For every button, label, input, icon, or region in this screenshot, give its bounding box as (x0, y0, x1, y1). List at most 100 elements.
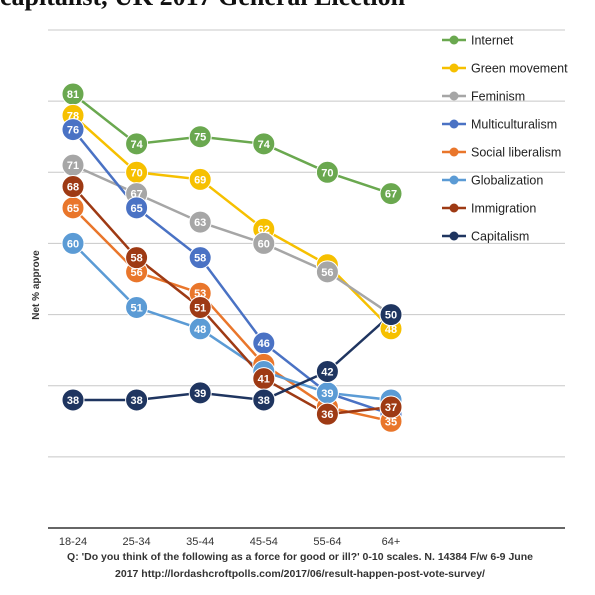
legend-item: Globalization (442, 174, 543, 188)
data-marker (125, 196, 149, 220)
data-point: 36 (315, 402, 339, 426)
legend-label: Internet (471, 34, 514, 48)
data-label: 39 (194, 388, 206, 400)
data-point: 63 (188, 210, 212, 234)
data-marker (188, 295, 212, 319)
legend-item: Green movement (442, 62, 568, 76)
data-label: 51 (194, 302, 206, 314)
series-line (72, 93, 392, 195)
legend-label: Social liberalism (471, 146, 561, 160)
legend-marker (449, 91, 459, 101)
legend-marker (449, 63, 459, 73)
data-point: 51 (188, 295, 212, 319)
data-point: 65 (125, 196, 149, 220)
data-label: 65 (67, 203, 79, 215)
data-point: 41 (252, 367, 276, 391)
legend-marker (449, 175, 459, 185)
data-point: 38 (125, 388, 149, 412)
legend-item: Immigration (442, 202, 536, 216)
data-marker (315, 160, 339, 184)
data-label: 38 (67, 395, 79, 407)
footer-source: 2017 http://lordashcroftpolls.com/2017/0… (115, 568, 485, 580)
data-label: 58 (130, 253, 142, 265)
data-point: 38 (61, 388, 85, 412)
data-label: 56 (130, 267, 142, 279)
series-points: 8174757470677870696257487167636056507665… (61, 82, 403, 433)
data-point: 70 (125, 160, 149, 184)
data-point: 71 (61, 153, 85, 177)
chart-title: capitalist, UK 2017 General Election (0, 0, 595, 12)
data-label: 63 (194, 217, 206, 229)
data-label: 37 (385, 402, 397, 414)
data-point: 48 (188, 317, 212, 341)
data-marker (188, 125, 212, 149)
data-marker (252, 388, 276, 412)
data-point: 74 (252, 132, 276, 156)
data-label: 48 (194, 324, 206, 336)
data-label: 70 (130, 167, 142, 179)
legend-marker (449, 119, 459, 129)
legend-label: Capitalism (471, 230, 529, 244)
data-marker (188, 381, 212, 405)
legend-item: Internet (442, 34, 514, 48)
data-label: 74 (258, 139, 271, 151)
data-point: 56 (315, 260, 339, 284)
data-marker (379, 395, 403, 419)
data-marker (188, 210, 212, 234)
data-point: 60 (252, 231, 276, 255)
x-tick-label: 35-44 (186, 536, 214, 548)
data-label: 75 (194, 132, 206, 144)
data-marker (61, 175, 85, 199)
data-label: 81 (67, 89, 79, 101)
data-point: 67 (379, 182, 403, 206)
data-point: 50 (379, 303, 403, 327)
data-label: 46 (258, 338, 270, 350)
data-label: 50 (385, 310, 397, 322)
gridlines (48, 29, 565, 529)
data-marker (315, 359, 339, 383)
data-point: 75 (188, 125, 212, 149)
data-marker (188, 246, 212, 270)
legend: Internet Green movement Feminism Multicultu… (442, 34, 568, 244)
data-marker (315, 402, 339, 426)
data-label: 70 (321, 167, 333, 179)
legend-marker (449, 203, 459, 213)
data-point: 51 (125, 295, 149, 319)
data-point: 46 (252, 331, 276, 355)
data-point: 74 (125, 132, 149, 156)
legend-label: Multiculturalism (471, 118, 557, 132)
data-marker (315, 260, 339, 284)
data-label: 76 (67, 125, 79, 137)
series-line (72, 114, 392, 330)
data-point: 70 (315, 160, 339, 184)
data-label: 38 (258, 395, 270, 407)
footer-question: Q: 'Do you think of the following as a f… (67, 551, 533, 563)
legend-marker (449, 35, 459, 45)
data-point: 39 (315, 381, 339, 405)
legend-item: Social liberalism (442, 146, 561, 160)
legend-label: Immigration (471, 202, 536, 216)
series-line (72, 242, 392, 402)
data-point: 65 (61, 196, 85, 220)
x-tick-label: 18-24 (59, 536, 87, 548)
x-tick-label: 64+ (382, 536, 401, 548)
data-label: 58 (194, 253, 206, 265)
data-point: 37 (379, 395, 403, 419)
data-marker (252, 132, 276, 156)
data-label: 67 (385, 189, 397, 201)
data-label: 41 (258, 374, 270, 386)
data-point: 60 (61, 231, 85, 255)
legend-marker (449, 147, 459, 157)
data-point: 81 (61, 82, 85, 106)
data-marker (61, 388, 85, 412)
data-label: 42 (321, 366, 333, 378)
x-tick-label: 55-64 (313, 536, 341, 548)
data-point: 76 (61, 118, 85, 142)
data-marker (188, 167, 212, 191)
data-marker (379, 182, 403, 206)
data-label: 38 (130, 395, 142, 407)
y-axis-label: Net % approve (31, 250, 42, 320)
data-label: 60 (67, 238, 79, 250)
data-marker (252, 231, 276, 255)
